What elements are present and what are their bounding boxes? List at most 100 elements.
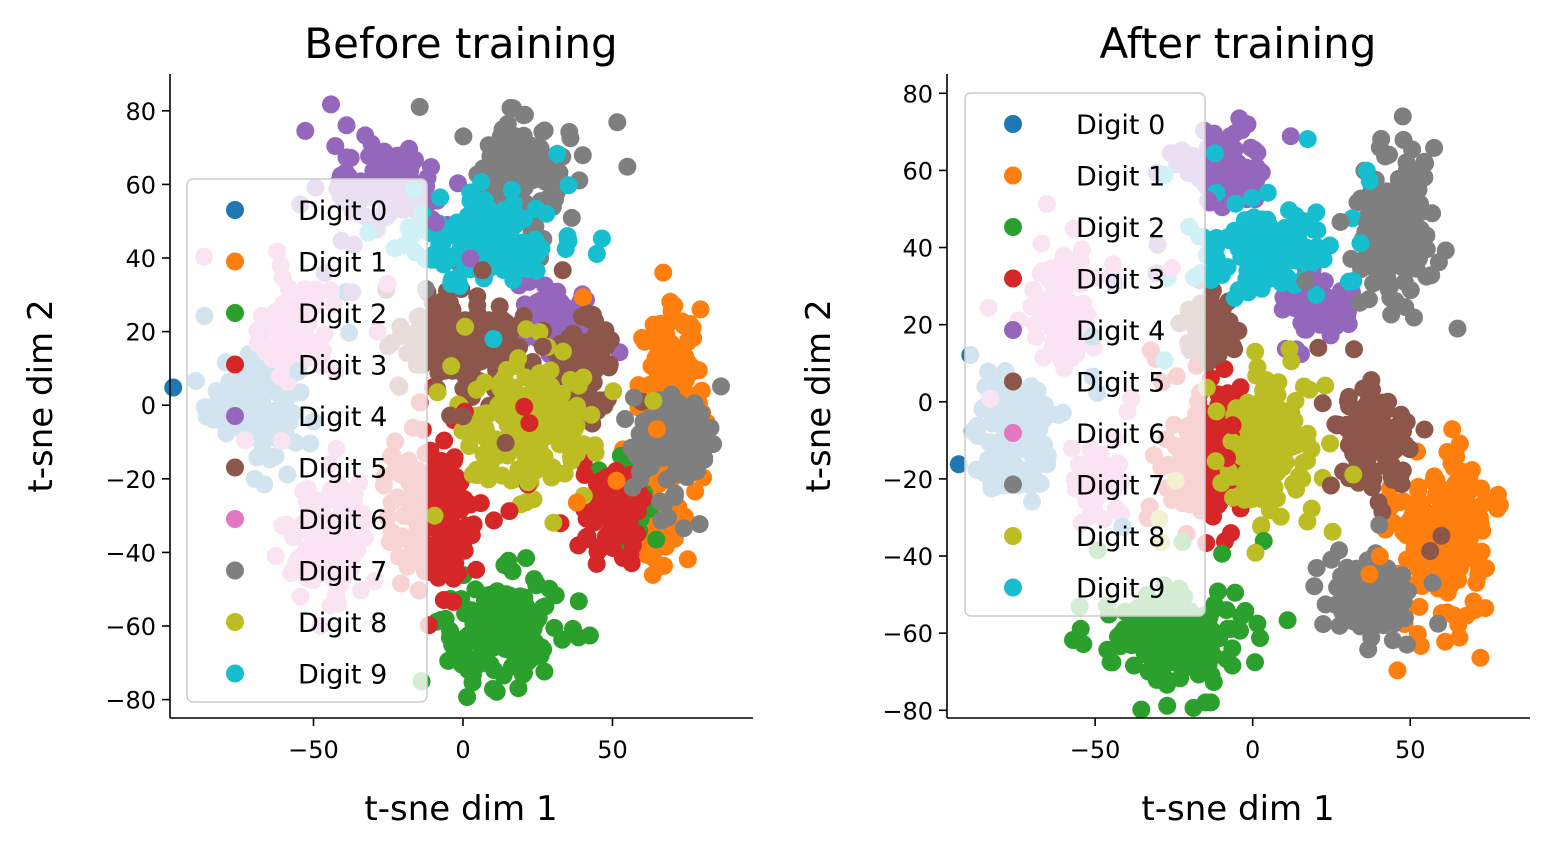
legend-marker (226, 201, 244, 219)
point-digit-8 (524, 490, 543, 509)
point-digit-2 (439, 651, 458, 670)
point-digit-8 (1267, 489, 1286, 508)
x-tick-label: 0 (1245, 736, 1260, 764)
legend-frame-after (964, 92, 1206, 617)
point-digit-9 (1344, 272, 1363, 291)
point-digit-8 (1264, 455, 1283, 474)
point-digit-4 (1230, 109, 1249, 128)
point-digit-2 (485, 661, 504, 680)
point-digit-8 (1237, 418, 1256, 437)
point-digit-7 (1372, 130, 1391, 148)
legend-label: Digit 7 (1076, 471, 1165, 502)
point-digit-8 (1246, 342, 1265, 361)
point-digit-8 (1271, 507, 1290, 526)
y-tick-label: 80 (125, 98, 156, 126)
point-digit-5 (441, 406, 460, 425)
point-digit-7 (1425, 138, 1444, 157)
point-digit-7 (623, 478, 642, 497)
point-digit-7 (667, 424, 686, 443)
point-digit-1 (1450, 628, 1469, 647)
point-digit-5 (502, 322, 520, 341)
point-digit-4 (1241, 164, 1260, 183)
point-digit-9 (1218, 228, 1237, 247)
point-digit-9 (482, 229, 501, 248)
point-digit-2 (1139, 630, 1157, 649)
point-digit-9 (1232, 248, 1251, 267)
point-digit-7 (1423, 573, 1442, 592)
point-digit-7 (641, 457, 660, 476)
point-digit-8 (519, 473, 537, 492)
legend-label: Digit 1 (1076, 162, 1165, 193)
point-digit-7 (1382, 305, 1401, 324)
point-digit-2 (1217, 650, 1236, 668)
point-digit-7 (624, 388, 643, 407)
x-axis-label-before: t-sne dim 1 (364, 789, 557, 829)
point-digit-7 (410, 97, 429, 116)
point-digit-3 (1223, 416, 1242, 435)
point-digit-5 (1432, 526, 1451, 545)
point-digit-1 (678, 550, 697, 569)
point-digit-9 (1259, 255, 1277, 274)
point-digit-5 (1309, 338, 1328, 357)
legend-label: Digit 4 (298, 402, 387, 433)
point-digit-4 (1241, 138, 1260, 157)
point-digit-8 (474, 445, 493, 464)
point-digit-8 (428, 383, 447, 402)
legend-frame-before (186, 178, 428, 703)
y-tick-label: 40 (902, 235, 933, 263)
legend-label: Digit 4 (1076, 316, 1165, 347)
legend-label: Digit 9 (298, 660, 387, 691)
point-digit-7 (1429, 614, 1448, 633)
point-digit-2 (1248, 614, 1267, 633)
point-digit-1 (1462, 461, 1481, 480)
point-digit-7 (1448, 319, 1467, 338)
point-digit-9 (431, 188, 450, 207)
point-digit-8 (1248, 358, 1267, 377)
point-digit-7 (1305, 577, 1324, 596)
point-digit-8 (554, 342, 572, 361)
point-digit-5 (496, 433, 515, 452)
point-digit-9 (528, 245, 547, 264)
point-digit-9 (472, 173, 491, 192)
point-digit-7 (678, 465, 697, 484)
point-digit-1 (1449, 543, 1468, 561)
point-digit-5 (1372, 405, 1391, 424)
chart-title-after: After training (1100, 19, 1377, 68)
legend-marker (1004, 115, 1022, 133)
point-digit-2 (1132, 700, 1151, 719)
point-digit-3 (569, 536, 588, 555)
point-digit-3 (458, 516, 477, 535)
point-digit-2 (458, 688, 477, 706)
point-digit-7 (1366, 258, 1385, 277)
point-digit-9 (499, 237, 518, 256)
point-digit-8 (1323, 522, 1342, 541)
point-digit-9 (495, 201, 514, 220)
point-digit-8 (1237, 446, 1256, 465)
point-digit-7 (1363, 581, 1382, 600)
point-digit-3 (596, 527, 615, 546)
point-digit-7 (1389, 169, 1408, 188)
point-digit-8 (568, 396, 586, 415)
point-digit-4 (360, 147, 379, 166)
point-digit-8 (1298, 512, 1317, 531)
point-digit-2 (483, 599, 502, 617)
point-digit-4 (542, 293, 561, 312)
point-digit-7 (1395, 273, 1414, 291)
point-digit-1 (644, 549, 663, 567)
point-digit-1 (1434, 481, 1453, 500)
point-digit-1 (1461, 498, 1480, 517)
point-digit-5 (596, 321, 615, 340)
point-digit-8 (509, 460, 528, 479)
point-digit-5 (1321, 476, 1340, 495)
point-digit-3 (441, 553, 460, 572)
legend-label: Digit 5 (298, 454, 387, 485)
point-digit-7 (1331, 212, 1350, 231)
y-tick-label: 40 (125, 245, 156, 273)
point-digit-5 (1362, 371, 1381, 390)
point-digit-2 (522, 635, 541, 654)
point-digit-8 (442, 357, 461, 376)
point-digit-7 (1429, 253, 1448, 272)
point-digit-7 (573, 146, 592, 165)
point-digit-7 (1392, 584, 1411, 603)
point-digit-4 (326, 137, 345, 156)
